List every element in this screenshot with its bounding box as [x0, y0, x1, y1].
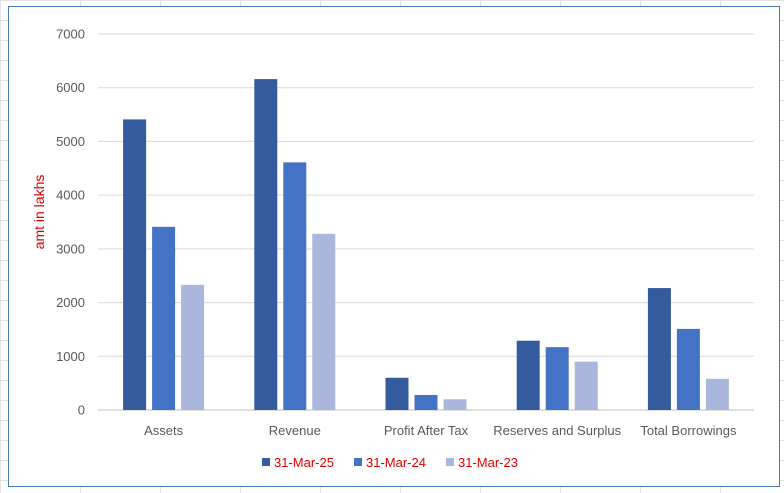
y-tick-label: 6000	[56, 80, 85, 95]
y-tick-label: 5000	[56, 134, 85, 149]
bar	[574, 361, 598, 410]
legend: 31-Mar-25 31-Mar-24 31-Mar-23	[262, 455, 518, 470]
bar	[443, 399, 467, 410]
category-label: Reserves and Surplus	[493, 423, 621, 438]
y-axis-label: amt in lakhs	[31, 175, 47, 250]
legend-label: 31-Mar-25	[274, 455, 334, 470]
gridlines	[98, 33, 754, 411]
bar	[545, 347, 569, 410]
category-label: Total Borrowings	[640, 423, 737, 438]
bar	[123, 119, 147, 411]
legend-swatch	[262, 458, 270, 466]
bar	[283, 162, 307, 410]
y-tick-label: 4000	[56, 188, 85, 203]
category-label: Profit After Tax	[384, 423, 469, 438]
category-labels: Assets Revenue Profit After Tax Reserves an…	[144, 423, 737, 438]
bar	[705, 378, 729, 410]
legend-swatch	[446, 458, 454, 466]
bar	[676, 328, 700, 410]
bar	[152, 226, 176, 410]
category-label: Revenue	[269, 423, 321, 438]
legend-label: 31-Mar-24	[366, 455, 426, 470]
bars	[123, 79, 729, 411]
bar	[647, 288, 671, 410]
legend-swatch	[354, 458, 362, 466]
bar	[414, 394, 438, 410]
bar	[181, 284, 205, 410]
y-axis-ticks: 0 1000 2000 3000 4000 5000 6000 7000	[56, 27, 85, 418]
bar	[312, 233, 336, 410]
bar	[254, 79, 278, 411]
bar	[516, 340, 540, 410]
y-tick-label: 3000	[56, 241, 85, 256]
y-tick-label: 2000	[56, 295, 85, 310]
y-tick-label: 7000	[56, 27, 85, 42]
y-tick-label: 1000	[56, 349, 85, 364]
bar	[385, 377, 409, 410]
y-tick-label: 0	[78, 403, 85, 418]
category-label: Assets	[144, 423, 184, 438]
legend-label: 31-Mar-23	[458, 455, 518, 470]
